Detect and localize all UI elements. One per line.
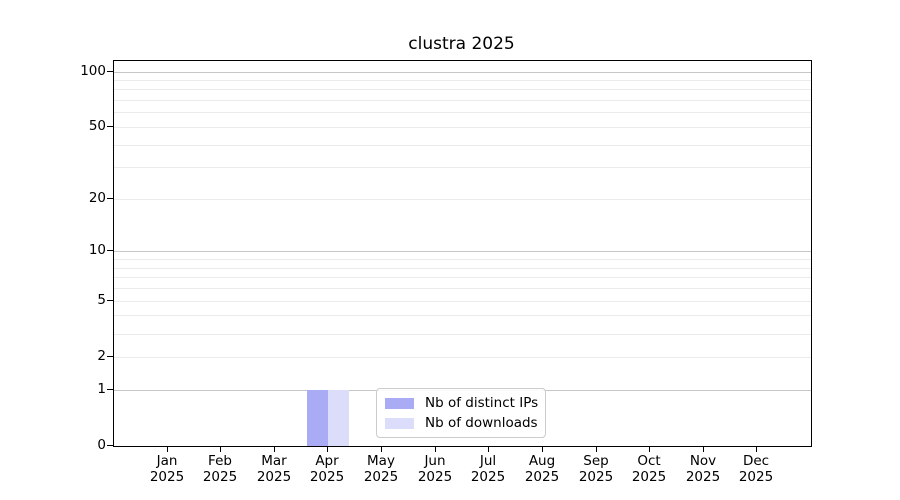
legend-swatch-distinct-ips [385, 397, 414, 409]
y-tick-label: 2 [97, 348, 106, 364]
x-tick-label: Mar 2025 [256, 453, 292, 485]
x-tick-label: Sep 2025 [578, 453, 614, 485]
y-tick-label: 20 [88, 190, 106, 206]
y-tick-mark [107, 126, 113, 127]
y-tick-mark [107, 356, 113, 357]
minor-gridline [114, 167, 811, 168]
x-tick-label: Apr 2025 [309, 453, 345, 485]
x-tick-mark [435, 446, 436, 452]
minor-gridline [114, 80, 811, 81]
x-tick-mark [542, 446, 543, 452]
x-tick-mark [488, 446, 489, 452]
minor-gridline [114, 268, 811, 269]
x-tick-mark [381, 446, 382, 452]
y-tick-mark [107, 198, 113, 199]
x-tick-label: Jun 2025 [417, 453, 453, 485]
y-tick-label: 10 [88, 242, 106, 258]
minor-gridline [114, 288, 811, 289]
y-tick-label: 1 [97, 381, 106, 397]
x-tick-mark [167, 446, 168, 452]
y-tick-mark [107, 250, 113, 251]
minor-gridline [114, 199, 811, 200]
y-tick-mark [107, 389, 113, 390]
x-tick-label: Jan 2025 [149, 453, 185, 485]
y-tick-mark [107, 71, 113, 72]
x-tick-label: Nov 2025 [685, 453, 721, 485]
bar-downloads [328, 390, 349, 446]
x-tick-label: May 2025 [363, 453, 399, 485]
y-tick-mark [107, 445, 113, 446]
minor-gridline [114, 145, 811, 146]
minor-gridline [114, 301, 811, 302]
x-tick-mark [274, 446, 275, 452]
major-gridline [114, 251, 811, 252]
chart-title: clustra 2025 [408, 34, 515, 54]
x-tick-mark [596, 446, 597, 452]
bar-distinct-ips [307, 390, 328, 446]
minor-gridline [114, 315, 811, 316]
y-tick-label: 0 [97, 437, 106, 453]
legend-label: Nb of distinct IPs [425, 395, 539, 411]
x-tick-mark [703, 446, 704, 452]
x-tick-mark [220, 446, 221, 452]
x-tick-label: Oct 2025 [631, 453, 667, 485]
minor-gridline [114, 357, 811, 358]
y-tick-mark [107, 300, 113, 301]
minor-gridline [114, 334, 811, 335]
minor-gridline [114, 112, 811, 113]
x-tick-label: Feb 2025 [202, 453, 238, 485]
legend: Nb of distinct IPs Nb of downloads [376, 388, 546, 438]
minor-gridline [114, 89, 811, 90]
legend-item-distinct-ips: Nb of distinct IPs [385, 395, 539, 411]
x-tick-mark [756, 446, 757, 452]
legend-label: Nb of downloads [425, 415, 538, 431]
plot-area [113, 60, 812, 447]
minor-gridline [114, 259, 811, 260]
x-tick-mark [327, 446, 328, 452]
x-tick-mark [649, 446, 650, 452]
minor-gridline [114, 277, 811, 278]
x-tick-label: Aug 2025 [524, 453, 560, 485]
minor-gridline [114, 127, 811, 128]
x-tick-label: Jul 2025 [470, 453, 506, 485]
y-tick-label: 50 [88, 118, 106, 134]
x-tick-label: Dec 2025 [738, 453, 774, 485]
y-tick-label: 5 [97, 292, 106, 308]
legend-swatch-downloads [385, 417, 414, 429]
major-gridline [114, 72, 811, 73]
legend-item-downloads: Nb of downloads [385, 415, 538, 431]
y-tick-label: 100 [80, 63, 106, 79]
minor-gridline [114, 100, 811, 101]
